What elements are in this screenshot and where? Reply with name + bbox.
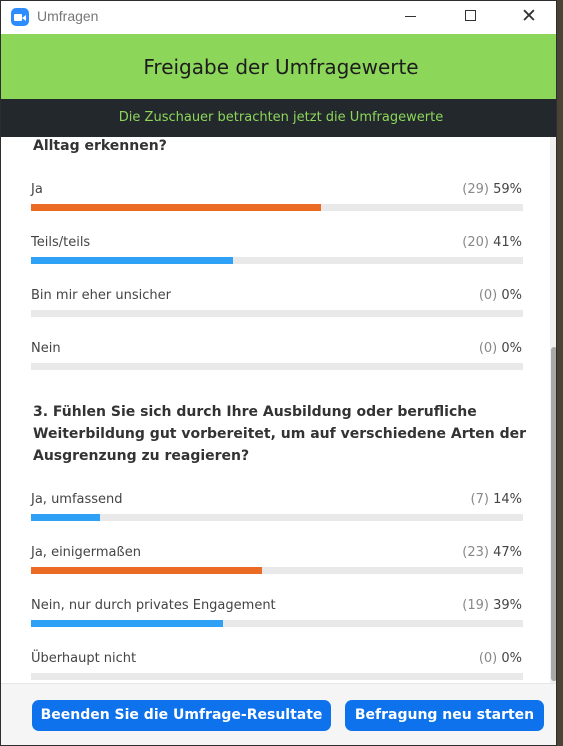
- result-bar-track: [31, 363, 523, 370]
- result-bar-track: [31, 310, 523, 317]
- answer-result: (7) 14%: [470, 492, 522, 507]
- restart-poll-button[interactable]: Befragung neu starten: [345, 700, 544, 731]
- maximize-icon[interactable]: [448, 1, 494, 33]
- result-bar-fill: [31, 620, 223, 627]
- results-scrollbar[interactable]: [550, 137, 556, 683]
- zoom-app-icon: [11, 8, 29, 26]
- sharing-banner-text: Die Zuschauer betrachten jetzt die Umfra…: [118, 110, 444, 125]
- poll-header-title: Freigabe der Umfragewerte: [143, 55, 419, 79]
- result-bar-fill: [31, 514, 100, 521]
- poll-results[interactable]: Alltag erkennen? Ja (29) 59% Teils/teils…: [1, 137, 550, 683]
- answer-result: (0) 0%: [478, 288, 522, 303]
- poll-header: Freigabe der Umfragewerte: [1, 34, 556, 99]
- title-bar: Umfragen ✕: [1, 1, 556, 33]
- result-bar-track: [31, 567, 523, 574]
- answer-label: Nein, nur durch privates Engagement: [31, 598, 276, 613]
- answer-result: (0) 0%: [478, 341, 522, 356]
- answer-result: (19) 39%: [462, 598, 522, 613]
- answer-result: (29) 59%: [462, 182, 522, 197]
- minimize-icon[interactable]: [388, 1, 434, 33]
- answer-label: Überhaupt nicht: [31, 651, 137, 666]
- result-bar-track: [31, 514, 523, 521]
- result-bar-track: [31, 204, 523, 211]
- result-bar-fill: [31, 567, 262, 574]
- footer-bar: Beenden Sie die Umfrage-Resultate Befrag…: [1, 683, 556, 745]
- answer-label: Ja: [31, 182, 43, 197]
- question-title: 3. Fühlen Sie sich durch Ihre Ausbildung…: [33, 404, 527, 464]
- window-title: Umfragen: [37, 8, 99, 24]
- scrollbar-thumb[interactable]: [551, 347, 556, 681]
- result-bar-fill: [31, 204, 321, 211]
- answer-result: (0) 0%: [478, 651, 522, 666]
- answer-label: Nein: [31, 341, 61, 356]
- end-results-button[interactable]: Beenden Sie die Umfrage-Resultate: [32, 700, 331, 731]
- result-bar-track: [31, 620, 523, 627]
- question-title: Alltag erkennen?: [33, 138, 167, 154]
- close-icon[interactable]: ✕: [521, 5, 537, 27]
- answer-label: Ja, umfassend: [31, 492, 123, 507]
- answer-result: (20) 41%: [462, 235, 522, 250]
- answer-result: (23) 47%: [462, 545, 522, 560]
- answer-label: Teils/teils: [31, 235, 91, 250]
- result-bar-track: [31, 257, 523, 264]
- result-bar-fill: [31, 257, 233, 264]
- background-video-strip: [557, 0, 563, 746]
- sharing-banner: Die Zuschauer betrachten jetzt die Umfra…: [1, 99, 556, 137]
- answer-label: Ja, einigermaßen: [31, 545, 141, 560]
- answer-label: Bin mir eher unsicher: [31, 288, 171, 303]
- result-bar-track: [31, 673, 523, 680]
